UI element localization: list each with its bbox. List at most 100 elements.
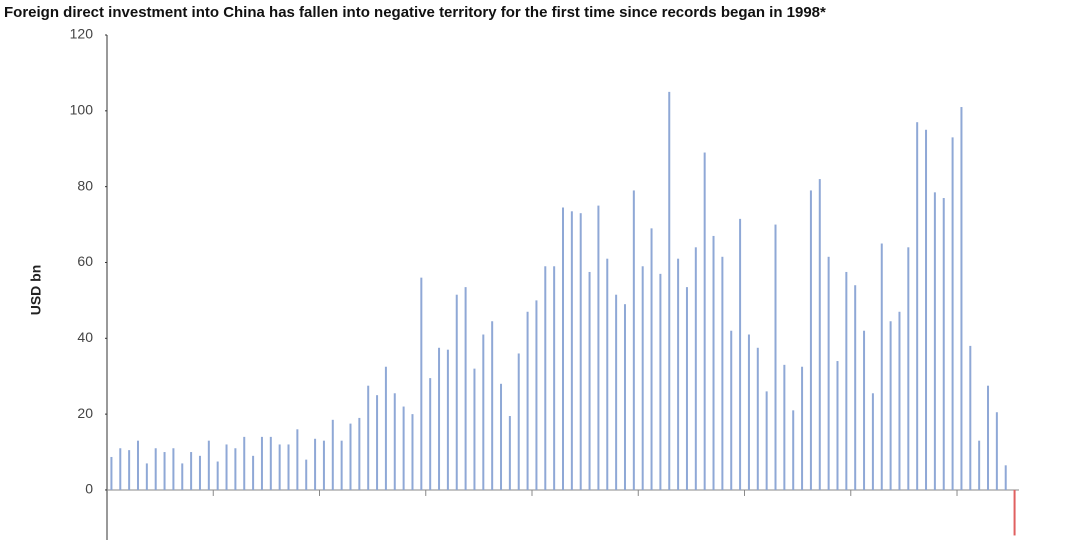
- bar: [181, 463, 184, 490]
- bar: [916, 122, 919, 490]
- bar: [809, 190, 812, 490]
- bar: [756, 347, 759, 490]
- bar: [464, 287, 467, 490]
- bar: [969, 345, 972, 490]
- bar: [898, 311, 901, 490]
- y-tick-label: 80: [77, 177, 93, 193]
- bar: [110, 456, 113, 490]
- bar: [402, 406, 405, 490]
- bar: [358, 417, 361, 490]
- bar: [411, 414, 414, 490]
- bar: [562, 207, 564, 490]
- y-tick-label: 120: [70, 26, 94, 42]
- bar: [198, 455, 201, 490]
- bar: [925, 129, 928, 490]
- bar: [322, 440, 325, 490]
- bar: [384, 366, 387, 490]
- y-tick-label: 60: [77, 253, 93, 269]
- bar: [641, 266, 644, 490]
- bar: [597, 205, 600, 490]
- bar: [367, 385, 370, 490]
- bar: [172, 448, 175, 490]
- y-tick-label: 40: [77, 329, 93, 345]
- bar: [801, 366, 804, 490]
- bar: [376, 395, 379, 490]
- bar: [765, 391, 768, 490]
- bar: [889, 321, 892, 490]
- bar: [163, 452, 166, 490]
- bar: [783, 364, 786, 490]
- bar: [774, 224, 777, 490]
- bar: [685, 287, 688, 490]
- bar: [659, 273, 662, 490]
- bar: [296, 429, 299, 490]
- bar: [491, 321, 494, 490]
- bar: [473, 368, 476, 490]
- bar: [216, 461, 219, 490]
- bar: [570, 211, 573, 490]
- bar: [252, 455, 255, 490]
- bar: [721, 256, 724, 490]
- bar: [136, 440, 139, 490]
- bar: [278, 444, 281, 490]
- bar: [880, 243, 883, 490]
- bar: [508, 416, 511, 490]
- bar: [694, 247, 697, 490]
- bar: [960, 107, 963, 490]
- bar: [429, 378, 432, 490]
- y-tick-label: 20: [77, 405, 93, 421]
- bar: [154, 448, 157, 490]
- bar: [703, 152, 706, 490]
- bar: [234, 448, 237, 490]
- bar: [978, 440, 981, 490]
- bar: [526, 311, 529, 490]
- bar: [243, 436, 246, 490]
- bar: [995, 412, 998, 490]
- bar: [792, 410, 795, 490]
- bar: [535, 300, 538, 490]
- bar: [287, 444, 290, 490]
- bar: [517, 353, 520, 490]
- y-tick-label: 0: [85, 481, 93, 497]
- bar: [438, 347, 441, 490]
- bar: [420, 277, 423, 490]
- bar: [1004, 465, 1007, 490]
- bar: [606, 258, 609, 490]
- bar: [314, 438, 317, 490]
- bar: [207, 440, 210, 490]
- bar: [863, 330, 866, 490]
- bar: [677, 258, 680, 490]
- bar: [145, 463, 148, 490]
- bar: [739, 218, 742, 490]
- y-tick-label: 100: [70, 102, 94, 118]
- chart-title: Foreign direct investment into China has…: [4, 4, 826, 21]
- bar: [951, 137, 954, 490]
- bar: [827, 256, 830, 490]
- bar: [942, 198, 945, 490]
- bar: [632, 190, 635, 490]
- bar: [588, 271, 591, 490]
- bar: [933, 192, 936, 490]
- bar: [190, 452, 193, 490]
- bar: [455, 294, 458, 490]
- bar: [615, 294, 618, 490]
- bar: [393, 393, 396, 490]
- bar: [482, 334, 485, 490]
- bar: [331, 419, 334, 490]
- bar: [871, 393, 874, 490]
- y-axis-label: USD bn: [28, 265, 44, 316]
- bar: [668, 91, 671, 490]
- bar: [260, 436, 263, 490]
- bar: [747, 334, 750, 490]
- bar: [650, 228, 653, 490]
- bar: [269, 436, 272, 490]
- bar: [340, 440, 343, 490]
- bar: [128, 450, 131, 490]
- bar: [854, 285, 857, 490]
- bar: [1013, 489, 1016, 536]
- bar: [579, 213, 582, 490]
- bar: [225, 444, 228, 490]
- bar: [907, 247, 910, 490]
- bar: [446, 349, 449, 490]
